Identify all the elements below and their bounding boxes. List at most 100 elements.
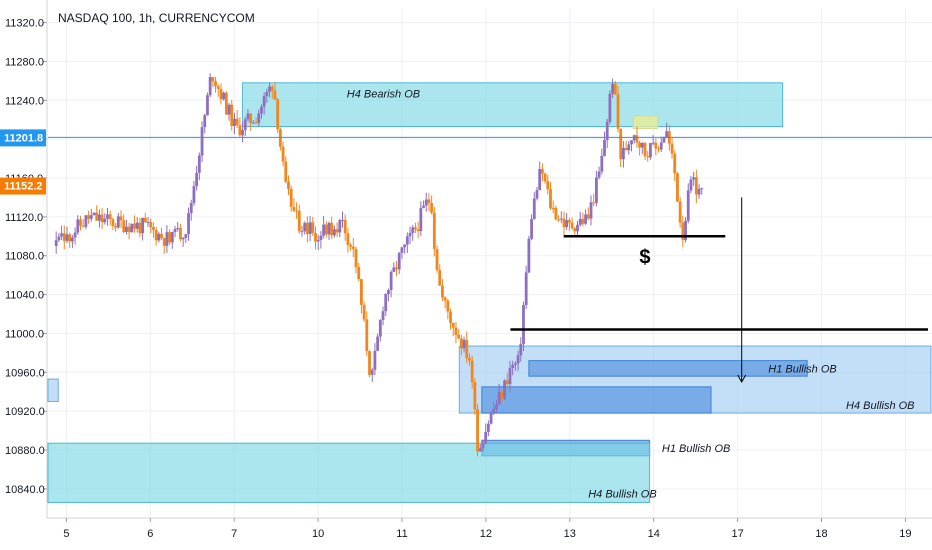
candle-body: [284, 161, 288, 182]
order-block-zone: [632, 115, 659, 129]
candle-body: [670, 143, 674, 154]
candle-body: [540, 169, 544, 174]
candle-body: [562, 218, 566, 228]
candle-body: [308, 222, 312, 234]
candle-body: [459, 338, 463, 349]
candle-body: [211, 77, 215, 82]
price-tick-label: 11320.0: [5, 18, 44, 30]
candle-body: [600, 155, 604, 172]
candle-body: [638, 142, 642, 148]
candle-body: [462, 339, 466, 349]
candle-body: [654, 142, 658, 149]
candle-body: [92, 212, 96, 216]
candle-body: [646, 156, 650, 158]
candle-body: [597, 171, 601, 178]
candle-body: [100, 214, 104, 223]
order-block-zone: [481, 386, 712, 414]
candle-body: [157, 233, 161, 241]
candle-body: [446, 300, 450, 312]
candle-body: [503, 380, 506, 399]
candle-body: [281, 146, 285, 162]
candle-body: [411, 227, 415, 233]
candle-body: [216, 86, 220, 89]
candle-body: [457, 335, 461, 339]
candle-body: [559, 218, 563, 220]
candle-body: [295, 210, 298, 212]
candle-body: [441, 285, 444, 298]
order-block-zones: [47, 82, 932, 503]
candle-body: [665, 131, 669, 138]
candle-body: [684, 220, 687, 241]
candle-body: [238, 125, 242, 136]
candle-body: [589, 202, 593, 219]
candle-body: [62, 233, 66, 241]
price-axis[interactable]: 10840.0 10880.0 10920.0 10960.0 11000.0 11040…: [0, 0, 48, 550]
zone-label: H1 Bullish OB: [768, 363, 836, 375]
price-tick-label: 10960.0: [5, 367, 45, 379]
candle-body: [538, 169, 542, 191]
arrow-head: [737, 374, 747, 384]
time-tick-label: 5: [63, 528, 69, 540]
candle-body: [89, 215, 93, 219]
candle-body: [522, 305, 525, 345]
candle-body: [173, 228, 177, 232]
time-axis-background: [0, 518, 932, 550]
order-block-zone: [47, 442, 651, 503]
candle-body: [135, 222, 139, 229]
candle-body: [60, 233, 63, 237]
candle-body: [484, 431, 488, 444]
candle-body: [249, 113, 253, 123]
candle-body: [673, 153, 677, 174]
candle-body: [381, 311, 385, 320]
candle-body: [257, 113, 261, 123]
candle-body: [246, 113, 250, 120]
candle-body: [273, 90, 277, 100]
candle-body: [133, 223, 136, 229]
candle-body: [262, 96, 266, 107]
price-badge: [0, 129, 46, 147]
time-axis[interactable]: 5 6 7 10 11 12 13 14 17 18 19: [0, 517, 932, 550]
candle-body: [160, 233, 163, 239]
candle-body: [416, 229, 420, 232]
candle-body: [351, 246, 355, 249]
candle-body: [227, 104, 231, 115]
chart-title: NASDAQ 100, 1h, CURRENCYCOM: [58, 11, 255, 25]
candle-body: [608, 93, 612, 122]
candle-body: [81, 225, 85, 227]
candle-body: [576, 224, 579, 232]
candle-body: [513, 363, 517, 365]
candle-body: [189, 203, 193, 214]
price-tick-label: 11120.0: [5, 212, 43, 224]
candle-body: [165, 232, 169, 246]
candle-body: [268, 86, 271, 92]
candle-body: [73, 232, 77, 238]
candle-body: [87, 215, 90, 219]
candle-body: [181, 237, 185, 240]
candle-body: [378, 319, 382, 337]
candle-body: [108, 214, 112, 220]
candle-body: [233, 118, 236, 126]
candle-body: [438, 270, 442, 286]
candle-body: [700, 188, 704, 190]
candle-body: [384, 294, 388, 312]
candle-body: [427, 199, 431, 204]
candle-body: [114, 226, 118, 228]
candle-body: [192, 186, 196, 204]
candle-body: [138, 222, 142, 234]
candle-body: [567, 220, 571, 223]
candle-body: [516, 355, 520, 364]
candle-body: [243, 119, 247, 130]
price-tick-label: 11240.0: [5, 95, 44, 107]
candle-body: [346, 233, 350, 245]
candle-body: [179, 228, 182, 240]
candle-body: [643, 142, 647, 157]
candle-body: [297, 210, 301, 232]
candle-body: [557, 219, 560, 221]
candle-body: [414, 227, 417, 230]
candle-body: [549, 189, 552, 208]
candle-body: [662, 137, 666, 143]
candle-body: [322, 224, 325, 236]
candle-body: [287, 181, 290, 189]
candle-body: [152, 227, 155, 230]
